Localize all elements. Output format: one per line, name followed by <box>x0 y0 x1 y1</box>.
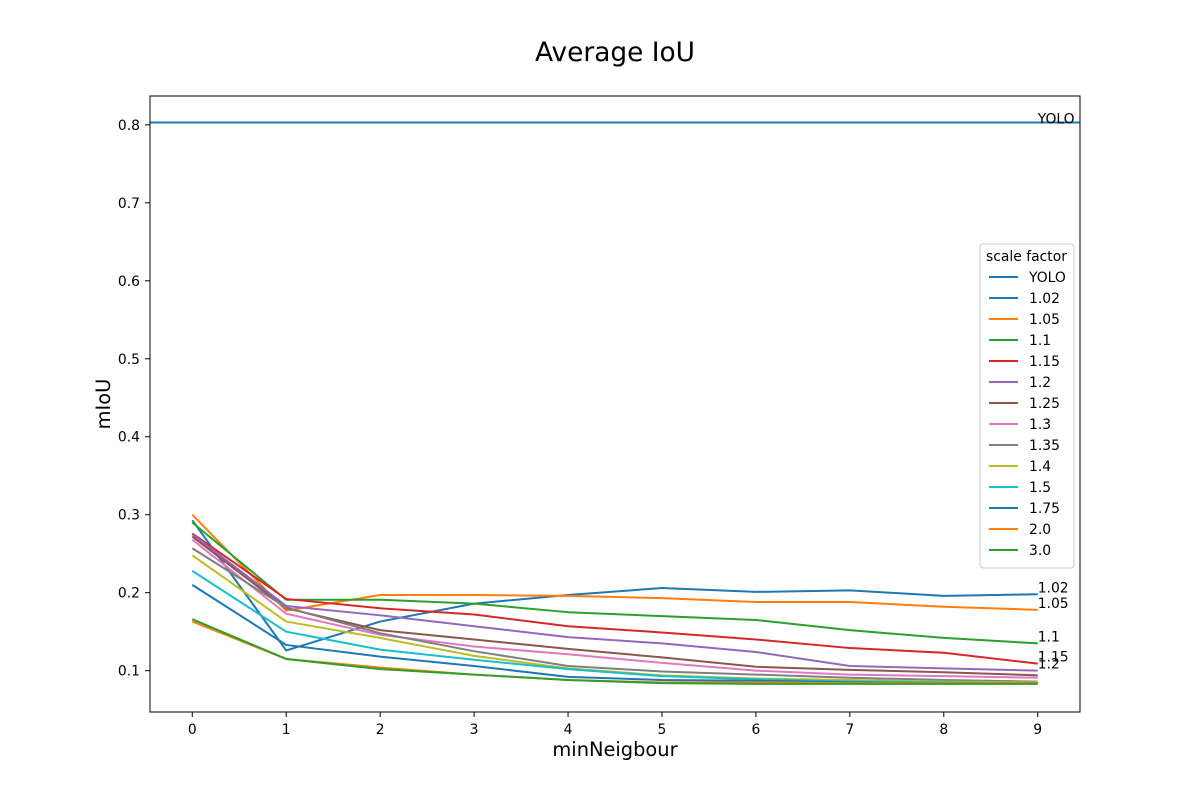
y-tick-label: 0.7 <box>118 196 140 212</box>
series-line-1.25 <box>191 535 1038 677</box>
x-tick-label: 7 <box>845 722 854 738</box>
series-line-1.02 <box>191 519 1038 652</box>
x-tick-label: 5 <box>658 722 667 738</box>
series-line-3.0 <box>191 618 1038 685</box>
legend-entry-label: 1.1 <box>1029 333 1051 349</box>
legend-entry-label: 2.0 <box>1029 522 1051 538</box>
series-line-1.3 <box>191 538 1038 679</box>
series-line-1.35 <box>191 547 1038 683</box>
legend-entry-label: YOLO <box>1028 270 1066 286</box>
y-tick-label: 0.3 <box>118 508 140 524</box>
x-tick-label: 4 <box>564 722 573 738</box>
y-tick-label: 0.4 <box>118 430 140 446</box>
legend-title: scale factor <box>986 249 1067 265</box>
y-axis-title: mIoU <box>92 379 115 430</box>
axes: 0 1 2 3 4 5 6 7 8 9 0.1 0.2 0.3 0.4 0.5 0.6 0.7 0.8 YOLO 1.… <box>118 95 1081 738</box>
plot-area <box>150 121 1080 685</box>
y-tick-label: 0.8 <box>118 118 140 134</box>
series-line-1.05 <box>191 514 1038 612</box>
legend-entry-label: 1.5 <box>1029 480 1051 496</box>
series-end-label-1.2: 1.2 <box>1038 657 1060 673</box>
series-end-label-1.05: 1.05 <box>1038 596 1069 612</box>
series-line-1.2 <box>191 533 1038 672</box>
legend: scale factor YOLO 1.02 1.05 1.1 1.15 1.2 1.25 1.… <box>979 243 1075 569</box>
chart-title: Average IoU <box>535 37 695 68</box>
series-line-1.15 <box>191 532 1038 665</box>
legend-entry-label: 1.2 <box>1029 375 1051 391</box>
legend-entry-label: 1.75 <box>1029 501 1060 517</box>
plot-frame <box>149 95 1081 713</box>
y-tick-label: 0.5 <box>118 352 140 368</box>
legend-entry-label: 1.05 <box>1029 312 1060 328</box>
series-end-label-1.15: 1.15 <box>1038 650 1069 666</box>
x-tick-label: 1 <box>282 722 291 738</box>
x-tick-label: 3 <box>470 722 479 738</box>
legend-entry-label: 1.15 <box>1029 354 1060 370</box>
x-tick-label: 9 <box>1033 722 1042 738</box>
legend-entry-label: 1.35 <box>1029 438 1060 454</box>
legend-entry-label: 1.3 <box>1029 417 1051 433</box>
series-end-label-1.02: 1.02 <box>1038 580 1069 596</box>
series-line-1.1 <box>191 521 1038 645</box>
legend-entry-label: 1.02 <box>1029 291 1060 307</box>
x-tick-label: 6 <box>751 722 760 738</box>
x-tick-label: 2 <box>376 722 385 738</box>
x-tick-label: 8 <box>939 722 948 738</box>
series-end-label-1.1: 1.1 <box>1038 629 1060 645</box>
legend-entry-label: 3.0 <box>1029 543 1051 559</box>
legend-entry-label: 1.25 <box>1029 396 1060 412</box>
y-tick-label: 0.2 <box>118 586 140 602</box>
x-tick-label: 0 <box>188 722 197 738</box>
y-tick-label: 0.1 <box>118 664 140 680</box>
x-axis-title: minNeigbour <box>552 738 677 761</box>
yolo-line-label: YOLO <box>1037 112 1075 128</box>
legend-entry-label: 1.4 <box>1029 459 1051 475</box>
y-tick-label: 0.6 <box>118 274 140 290</box>
